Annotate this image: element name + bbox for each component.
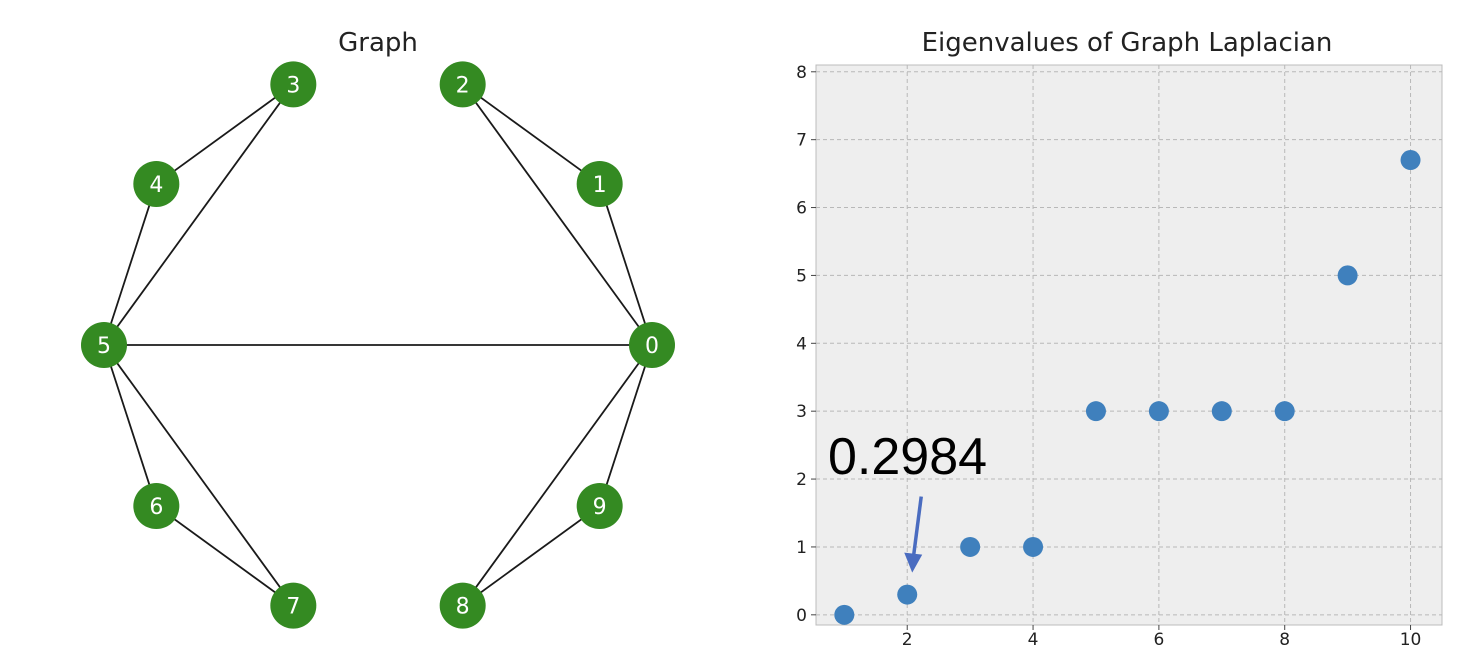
graph-node-label: 0 (645, 334, 659, 359)
graph-edge (103, 344, 295, 607)
graph-title: Graph (338, 28, 418, 58)
graph-node-circle (133, 160, 180, 207)
graph-edge (103, 83, 295, 346)
graph-node-circle (270, 61, 317, 108)
graph-node-label: 8 (456, 595, 470, 620)
graph-edge (155, 505, 294, 607)
graph-edge (103, 344, 158, 507)
graph-node-4: 4 (133, 160, 180, 207)
graph-node-7: 7 (270, 582, 317, 629)
x-tick-label: 8 (1279, 630, 1290, 650)
graph-edge (155, 83, 294, 185)
graph-node-2: 2 (439, 61, 486, 108)
x-axis-ticks: 2 4 6 8 10 (902, 625, 1422, 650)
y-tick-label: 6 (796, 199, 807, 219)
eigenvalue-point (1400, 150, 1421, 171)
graph-edges (103, 83, 653, 607)
x-tick-label: 10 (1400, 630, 1422, 650)
y-tick-label: 3 (796, 402, 807, 422)
graph-node-circle (81, 322, 127, 368)
graph-node-circle (270, 582, 317, 629)
annotation-arrow-head (904, 552, 923, 573)
annotation-label: 0.2984 (828, 428, 987, 486)
graph-node-label: 2 (456, 73, 470, 98)
scatter-title: Eigenvalues of Graph Laplacian (922, 28, 1333, 58)
y-tick-label: 4 (796, 334, 807, 354)
x-tick-label: 6 (1153, 630, 1164, 650)
y-tick-label: 0 (796, 606, 807, 626)
graph-edge (598, 344, 653, 507)
graph-edge (461, 344, 653, 607)
graph-node-circle (439, 61, 486, 108)
graph-node-8: 8 (439, 582, 486, 629)
graph-node-label: 7 (286, 595, 300, 620)
y-tick-label: 5 (796, 266, 807, 286)
graph-node-3: 3 (270, 61, 317, 108)
eigenvalue-point (897, 584, 918, 605)
annotation-arrow-shaft (911, 496, 923, 559)
eigenvalue-point (1023, 536, 1044, 557)
graph-edge (461, 83, 653, 346)
graph-node-label: 5 (97, 334, 111, 359)
y-tick-label: 7 (796, 131, 807, 151)
plot-area (815, 64, 1443, 626)
graph-edge (103, 183, 158, 346)
graph-node-1: 1 (576, 160, 623, 207)
graph-nodes: 0 1 2 3 4 5 6 7 8 9 (81, 61, 675, 629)
graph-node-label: 4 (149, 173, 163, 198)
graph-edge (598, 183, 653, 346)
eigenvalue-point (834, 604, 855, 625)
scatter-panel: Eigenvalues of Graph Laplacian 2 4 6 8 10 0 1… (796, 28, 1443, 650)
scatter-points (834, 150, 1421, 625)
y-tick-label: 1 (796, 538, 807, 558)
graph-node-circle (439, 582, 486, 629)
graph-node-label: 1 (593, 173, 607, 198)
eigenvalue-point (1148, 401, 1169, 422)
graph-node-circle (576, 160, 623, 207)
y-tick-label: 2 (796, 470, 807, 490)
graph-edge (462, 83, 601, 185)
annotation: 0.2984 (828, 428, 987, 573)
graph-node-label: 6 (149, 495, 163, 520)
graph-node-5: 5 (81, 322, 127, 368)
graph-node-9: 9 (576, 483, 623, 530)
y-axis-ticks: 0 1 2 3 4 5 6 7 8 (796, 63, 816, 626)
x-tick-label: 2 (902, 630, 913, 650)
graph-node-circle (629, 322, 675, 368)
graph-node-label: 9 (593, 495, 607, 520)
graph-node-0: 0 (629, 322, 675, 368)
graph-node-circle (133, 483, 180, 530)
eigenvalue-point (1211, 401, 1232, 422)
graph-node-circle (576, 483, 623, 530)
y-tick-label: 8 (796, 63, 807, 83)
graph-panel: Graph 0 1 2 3 4 5 6 7 8 9 (81, 28, 675, 629)
x-tick-label: 4 (1028, 630, 1039, 650)
eigenvalue-point (1085, 401, 1106, 422)
graph-node-6: 6 (133, 483, 180, 530)
eigenvalue-point (960, 536, 981, 557)
eigenvalue-point (1274, 401, 1295, 422)
graph-node-label: 3 (286, 73, 300, 98)
eigenvalue-point (1337, 265, 1358, 286)
graph-edge (462, 505, 601, 607)
